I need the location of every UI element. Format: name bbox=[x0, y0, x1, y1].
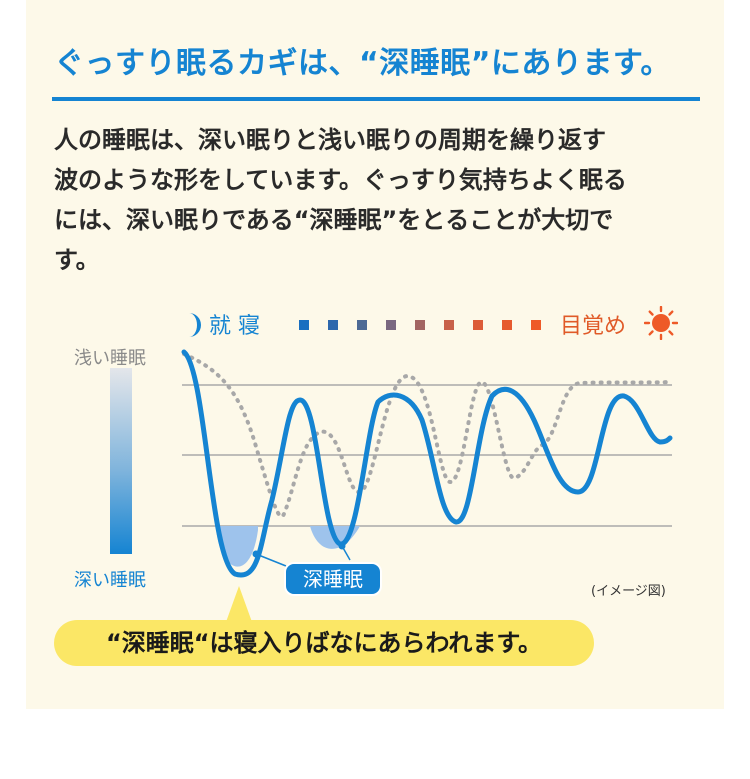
timeline-marker bbox=[473, 320, 483, 330]
timeline-marker bbox=[531, 320, 541, 330]
depth-gradient-bar bbox=[110, 368, 132, 554]
intro-line: には、深い眠りである“深睡眠”をとることが大切で bbox=[54, 206, 614, 234]
callout-tail bbox=[226, 586, 252, 622]
intro-line: す。 bbox=[54, 246, 100, 274]
timeline-marker bbox=[415, 320, 425, 330]
timeline-markers bbox=[299, 320, 541, 330]
sleep-timeline: 就 寝 目覚め bbox=[183, 306, 683, 342]
light-sleep-label: 浅い睡眠 bbox=[74, 348, 146, 369]
headline-underline bbox=[52, 97, 700, 101]
deep-sleep-dot bbox=[338, 542, 346, 550]
deep-sleep-dot bbox=[252, 550, 260, 558]
intro-line: 人の睡眠は、深い眠りと浅い眠りの周期を繰り返す bbox=[54, 126, 606, 154]
bedtime-label: 就 寝 bbox=[209, 314, 260, 339]
image-note: (イメージ図) bbox=[591, 584, 666, 599]
headline: ぐっすり眠るカギは、“深睡眠”にあります。 bbox=[54, 46, 671, 81]
timeline-marker bbox=[502, 320, 512, 330]
timeline-marker bbox=[299, 320, 309, 330]
deep-sleep-tag: 深睡眠 bbox=[284, 562, 382, 596]
sleep-cycle-graph bbox=[181, 349, 674, 578]
intro-line: 波のような形をしています。ぐっすり気持ちよく眠る bbox=[54, 166, 627, 194]
callout-bubble: “深睡眠“は寝入りばなにあらわれます。 bbox=[54, 620, 594, 666]
timeline-marker bbox=[386, 320, 396, 330]
wake-label: 目覚め bbox=[560, 314, 627, 339]
timeline-marker bbox=[357, 320, 367, 330]
intro-text: 人の睡眠は、深い眠りと浅い眠りの周期を繰り返す 波のような形をしています。ぐっす… bbox=[54, 120, 704, 280]
timeline-marker bbox=[328, 320, 338, 330]
deep-sleep-pointer bbox=[255, 553, 287, 567]
sun-icon bbox=[644, 306, 678, 340]
deep-sleep-scale-label: 深い睡眠 bbox=[74, 570, 146, 591]
timeline-marker bbox=[444, 320, 454, 330]
sleep-depth-curve bbox=[181, 349, 673, 578]
moon-icon bbox=[189, 313, 201, 337]
